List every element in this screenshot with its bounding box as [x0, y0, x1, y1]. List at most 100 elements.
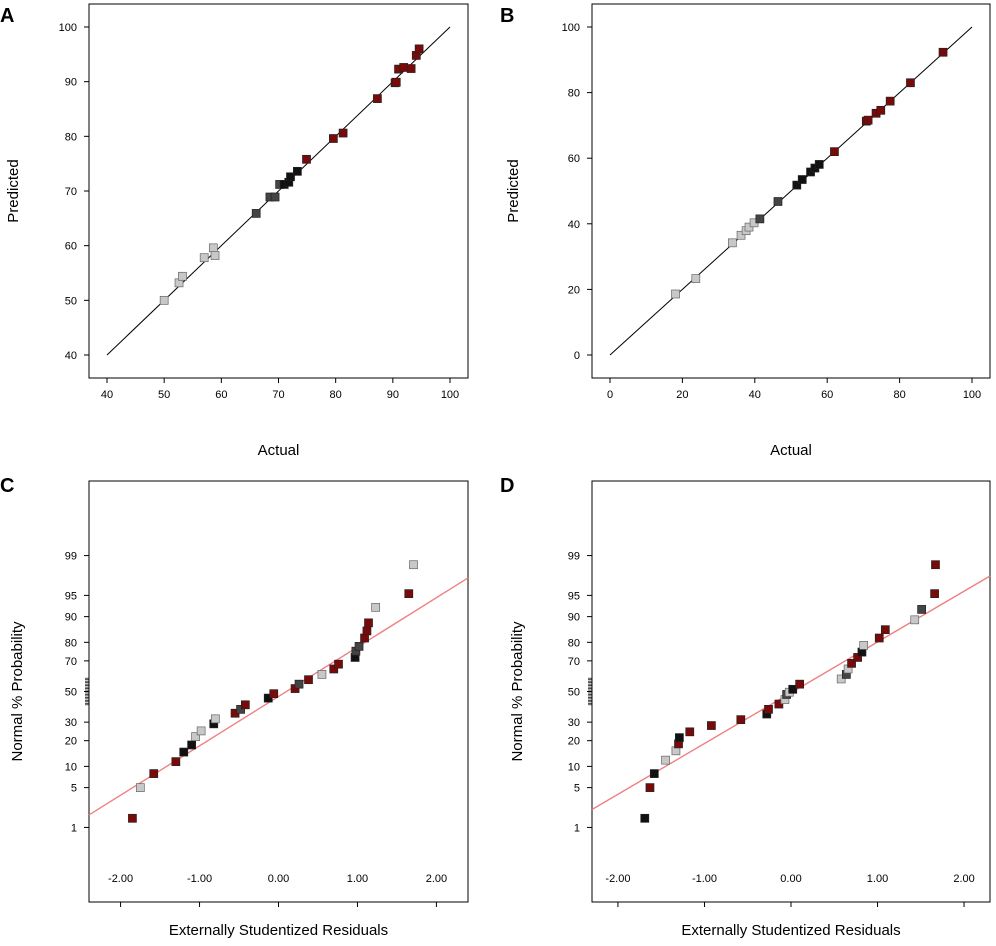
panel-a-point	[329, 134, 338, 143]
panel-d-ylabel: Normal % Probability	[509, 621, 526, 762]
panel-d-point	[788, 684, 798, 694]
panel-d-point	[645, 783, 655, 792]
panel-b-xtick-label: 100	[963, 389, 981, 401]
panel-d-point	[847, 659, 856, 668]
panel-b-point	[773, 197, 783, 206]
panel-d-xtick-label: -1.00	[692, 873, 717, 885]
panel-b-xtick-label: 20	[676, 389, 688, 401]
panel-c-xtick-label: -1.00	[187, 873, 212, 885]
panel-d-point	[764, 704, 773, 714]
panel-d-ytick-label: 95	[568, 590, 580, 602]
panel-c-point	[179, 747, 189, 757]
panel-a-point	[210, 251, 220, 260]
panel-a-xtick-label: 50	[158, 389, 170, 401]
panel-a-ytick-label: 90	[65, 77, 77, 89]
panel-b-frame	[591, 3, 991, 379]
panel-b-xtick-label: 60	[821, 389, 833, 401]
panel-d-point	[685, 727, 695, 737]
panel-d-ytick-label: 1	[574, 822, 580, 834]
panel-b-letter: B	[500, 5, 514, 27]
panel-c-ytick-label: 30	[65, 717, 77, 729]
panel-a-xlabel: Actual	[258, 442, 300, 459]
panel-c-point	[304, 675, 313, 685]
panel-c-point	[334, 659, 343, 669]
panel-d-point	[774, 699, 784, 709]
panel-b-point	[671, 289, 680, 299]
panel-c-fit-line	[88, 577, 469, 816]
panel-c-xtick-label: 0.00	[268, 873, 289, 885]
panel-a-ytick-label: 50	[65, 295, 77, 307]
panel-d-xtick-label: 0.00	[780, 873, 801, 885]
panel-d-ytick-label: 10	[568, 761, 580, 773]
panel-b-xlabel: Actual	[770, 442, 812, 459]
panel-d-ytick-label: 5	[574, 783, 580, 795]
panel-a-point	[178, 271, 187, 281]
panel-b-point	[728, 238, 737, 248]
panel-a-ytick-label: 80	[65, 131, 77, 143]
panel-d-point	[930, 589, 939, 599]
panel-c-ytick-label: 70	[65, 656, 77, 668]
panel-a-xtick-label: 70	[272, 389, 284, 401]
panel-c-point	[371, 603, 380, 612]
panel-c-ytick-label: 80	[65, 637, 77, 649]
panel-a-point	[399, 63, 409, 72]
panel-c-point	[404, 589, 414, 599]
panel-c-ytick-label: 20	[65, 736, 77, 748]
panel-c-point	[409, 560, 418, 570]
panel-a-ylabel: Predicted	[5, 159, 22, 222]
panel-a-xtick-label: 40	[101, 389, 113, 401]
panel-b-point	[736, 230, 746, 240]
panel-c-ytick-label: 5	[71, 783, 77, 795]
panel-d-ytick-label: 90	[568, 612, 580, 624]
panel-d-point	[675, 733, 684, 742]
panel-c-xlabel: Externally Studentized Residuals	[169, 922, 388, 939]
panel-c-ylabel: Normal % Probability	[9, 621, 26, 762]
panel-d-ytick-label: 99	[568, 551, 580, 563]
panel-c-point	[240, 700, 250, 710]
panel-c-xtick-label: 2.00	[426, 873, 447, 885]
panel-c-ytick-label: 50	[65, 687, 77, 699]
panel-d-point	[736, 715, 746, 724]
panel-d-ytick-label: 70	[568, 656, 580, 668]
panel-a-point	[338, 128, 348, 138]
panel-d-ytick-label: 20	[568, 736, 580, 748]
panel-b-ytick-label: 0	[574, 350, 580, 362]
panel-c-ytick-label: 90	[65, 612, 77, 624]
panel-a-point	[286, 172, 295, 182]
panel-b-reference-line	[609, 26, 973, 356]
panel-c-point	[362, 626, 372, 636]
panel-b-point	[830, 147, 839, 156]
panel-c-ytick-label: 1	[71, 822, 77, 834]
panel-a-point	[373, 94, 382, 103]
panel-a-point	[391, 77, 401, 87]
panel-b-point	[876, 105, 886, 115]
panel-b-ylabel: Predicted	[505, 159, 522, 222]
panel-c-point	[135, 783, 145, 792]
panel-a-ytick-label: 40	[65, 350, 77, 362]
panel-c-ytick-label: 99	[65, 551, 77, 563]
panel-a-point	[302, 154, 311, 164]
panel-b-point	[885, 96, 895, 106]
panel-d-xtick-label: 2.00	[953, 873, 974, 885]
panel-c-point	[196, 726, 206, 736]
panel-b-ytick-label: 20	[568, 284, 580, 296]
panel-c-point	[263, 693, 273, 703]
panel-b-ytick-label: 80	[568, 88, 580, 100]
panel-c-xtick-label: 1.00	[347, 873, 368, 885]
panel-d-letter: D	[500, 475, 514, 497]
panel-a-ytick-label: 70	[65, 186, 77, 198]
panel-d-point	[649, 769, 659, 778]
panel-d-xlabel: Externally Studentized Residuals	[681, 922, 900, 939]
panel-c-ytick-label: 95	[65, 590, 77, 602]
panel-b-point	[755, 214, 765, 224]
panel-a-point	[414, 44, 424, 54]
panel-b-xtick-label: 40	[749, 389, 761, 401]
panel-d-point	[707, 721, 716, 730]
panel-d-xtick-label: -2.00	[605, 873, 630, 885]
panel-c-point	[364, 618, 373, 628]
panel-d-point	[917, 605, 926, 614]
panel-c-letter: C	[0, 475, 14, 497]
panel-a-point	[406, 64, 416, 73]
panel-d-point	[880, 625, 890, 635]
